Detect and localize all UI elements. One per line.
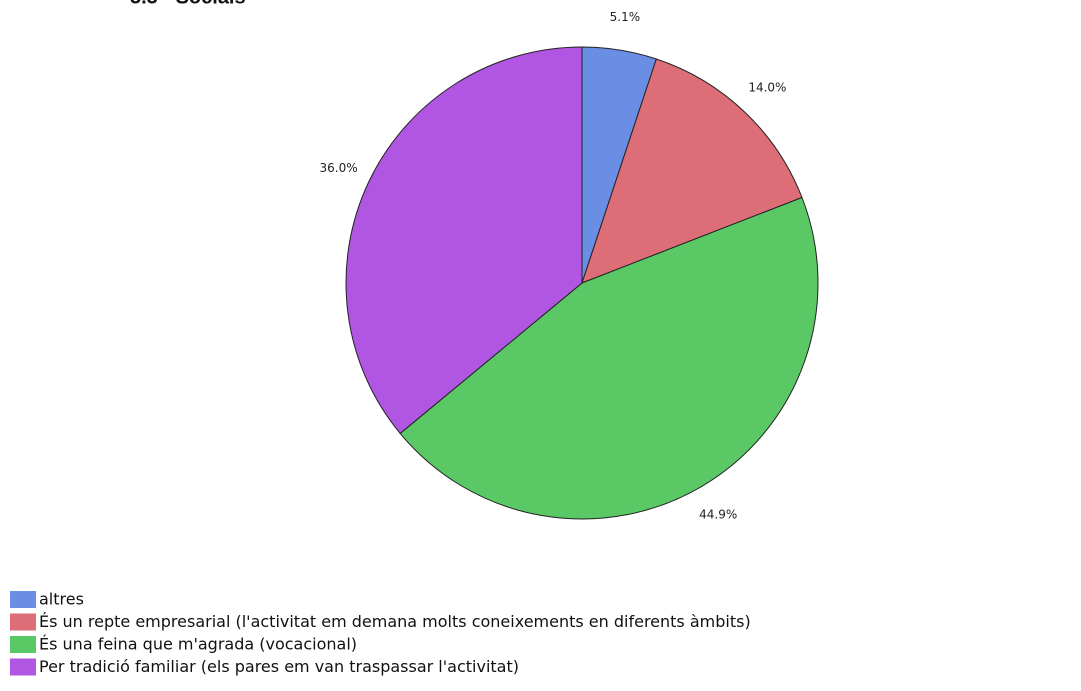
data-label: 5.1% [610, 10, 641, 24]
legend-label: Per tradició familiar (els pares em van … [39, 657, 519, 676]
pie-slice [581, 58, 803, 284]
legend-label: És una feina que m'agrada (vocacional) [39, 635, 357, 654]
legend-swatch [10, 613, 36, 631]
legend-swatch [10, 636, 36, 653]
pie-slice [399, 196, 819, 520]
data-label: 44.9% [699, 508, 737, 522]
legend-swatch [10, 591, 36, 608]
chart-title: 3.3 - Socials [130, 0, 246, 8]
data-label: 36.0% [320, 161, 358, 175]
legend-label: És un repte empresarial (l'activitat em … [39, 612, 751, 631]
pie-slice [345, 46, 583, 435]
legend-label: altres [39, 590, 84, 609]
legend-swatch [10, 658, 36, 676]
data-label: 14.0% [748, 81, 786, 95]
